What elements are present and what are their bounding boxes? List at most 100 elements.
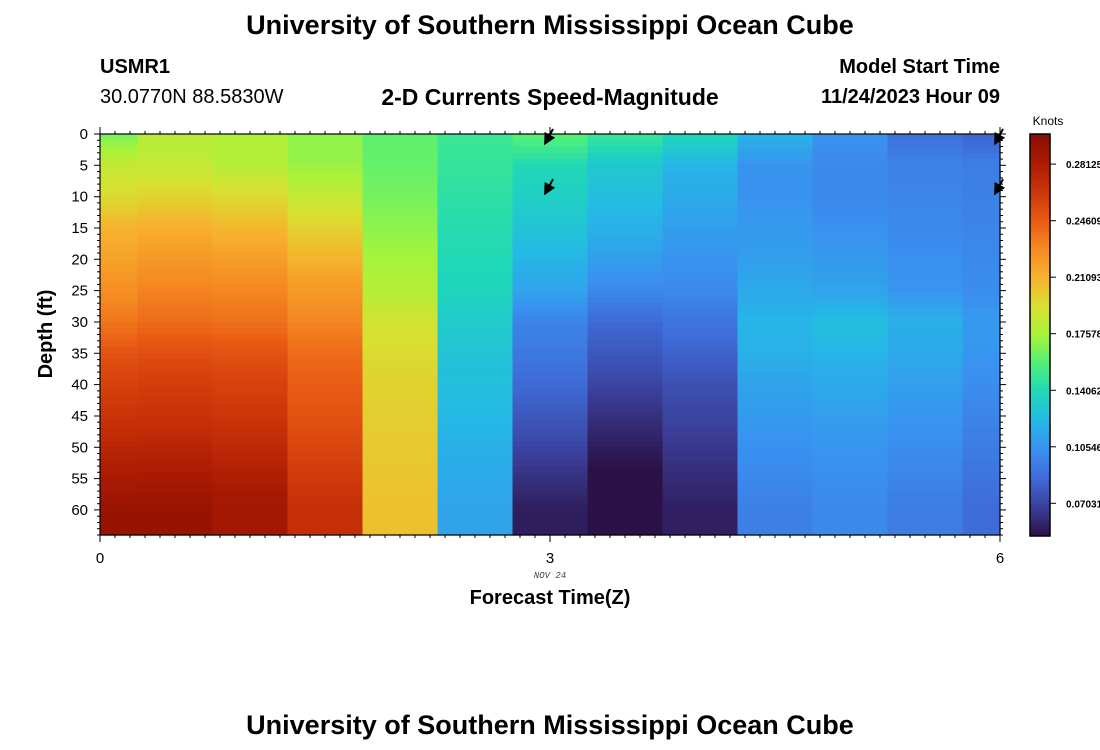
heatmap-cell	[587, 240, 664, 248]
heatmap-cell	[962, 328, 1001, 336]
heatmap-cell	[137, 434, 214, 442]
heatmap-cell	[362, 340, 439, 348]
heatmap-cell	[812, 159, 889, 166]
heatmap-cell	[962, 209, 1001, 217]
heatmap-cell	[137, 478, 214, 486]
heatmap-cell	[887, 422, 964, 430]
heatmap-cell	[437, 140, 514, 148]
heatmap-cell	[100, 152, 139, 160]
heatmap-cell	[737, 491, 814, 499]
heatmap-cell	[137, 271, 214, 279]
heatmap-cell	[437, 428, 514, 436]
heatmap-cell	[587, 365, 664, 373]
y-tick-label: 50	[71, 439, 88, 456]
heatmap-cell	[212, 478, 289, 486]
heatmap-cell	[887, 265, 964, 273]
heatmap-cell	[737, 459, 814, 467]
heatmap-cell	[662, 234, 739, 242]
heatmap-cell	[100, 215, 139, 223]
heatmap-cell	[287, 372, 364, 379]
heatmap-cell	[137, 365, 214, 373]
heatmap-cell	[212, 278, 289, 285]
heatmap-cell	[737, 152, 814, 160]
heatmap-cell	[287, 340, 364, 348]
heatmap-cell	[212, 146, 289, 154]
heatmap-cell	[887, 296, 964, 304]
heatmap-cell	[287, 409, 364, 417]
heatmap-cell	[962, 146, 1001, 154]
heatmap-cell	[212, 209, 289, 217]
heatmap-cell	[512, 434, 589, 442]
heatmap-cell	[100, 390, 139, 398]
heatmap-cell	[287, 234, 364, 242]
heatmap-cell	[137, 177, 214, 185]
heatmap-cell	[512, 165, 589, 173]
heatmap-cell	[662, 303, 739, 311]
heatmap-cell	[737, 334, 814, 342]
heatmap-cell	[137, 209, 214, 217]
heatmap-cell	[212, 528, 289, 536]
heatmap-cell	[100, 278, 139, 285]
heatmap-cell	[737, 221, 814, 229]
heatmap-cell	[437, 278, 514, 285]
heatmap-cell	[587, 146, 664, 154]
heatmap-cell	[512, 309, 589, 317]
heatmap-cell	[137, 240, 214, 248]
heatmap-cell	[887, 372, 964, 379]
y-tick-label: 20	[71, 251, 88, 268]
heatmap-cell	[287, 159, 364, 166]
y-tick-label: 40	[71, 377, 88, 394]
heatmap-cell	[100, 321, 139, 329]
heatmap-cell	[362, 146, 439, 154]
heatmap-cell	[812, 365, 889, 373]
heatmap-cell	[437, 184, 514, 191]
heatmap-cell	[137, 227, 214, 235]
heatmap-cell	[362, 447, 439, 455]
heatmap-cell	[100, 209, 139, 217]
heatmap-cell	[287, 415, 364, 423]
heatmap-cell	[287, 472, 364, 480]
heatmap-cell	[287, 378, 364, 386]
heatmap-cell	[962, 303, 1001, 311]
heatmap-cell	[212, 340, 289, 348]
heatmap-cell	[287, 466, 364, 473]
heatmap-cell	[100, 315, 139, 323]
heatmap-cell	[587, 397, 664, 405]
station-id: USMR1	[100, 56, 171, 78]
heatmap-cell	[812, 227, 889, 235]
heatmap-cell	[587, 296, 664, 304]
heatmap-cell	[137, 340, 214, 348]
heatmap-cell	[100, 134, 139, 141]
heatmap-cell	[962, 184, 1001, 191]
heatmap-cell	[887, 347, 964, 354]
heatmap-cell	[662, 209, 739, 217]
heatmap-cell	[212, 453, 289, 461]
heatmap-cell	[812, 478, 889, 486]
y-tick-label: 60	[71, 502, 88, 519]
heatmap-cell	[887, 478, 964, 486]
heatmap-cell	[812, 491, 889, 499]
heatmap-cell	[137, 459, 214, 467]
heatmap-cell	[962, 434, 1001, 442]
heatmap-cell	[437, 334, 514, 342]
heatmap-cell	[437, 503, 514, 511]
heatmap-cell	[212, 171, 289, 179]
heatmap-cell	[512, 353, 589, 361]
heatmap-cell	[362, 177, 439, 185]
heatmap-cell	[512, 466, 589, 473]
heatmap-cell	[437, 177, 514, 185]
heatmap-cell	[437, 165, 514, 173]
heatmap-cell	[737, 397, 814, 405]
heatmap-cell	[362, 278, 439, 285]
heatmap-cell	[662, 384, 739, 392]
y-axis-ticks: 0 5 10 15 20 25 30 35 40 45 50 55 60	[71, 126, 1006, 536]
heatmap-cell	[100, 415, 139, 423]
heatmap-cell	[962, 246, 1001, 254]
heatmap-cell	[137, 171, 214, 179]
heatmap-cell	[437, 403, 514, 411]
heatmap-cell	[287, 278, 364, 285]
heatmap-cell	[812, 503, 889, 511]
heatmap-cell	[587, 177, 664, 185]
heatmap-cell	[437, 271, 514, 279]
x-tick-label: 0	[96, 550, 104, 567]
